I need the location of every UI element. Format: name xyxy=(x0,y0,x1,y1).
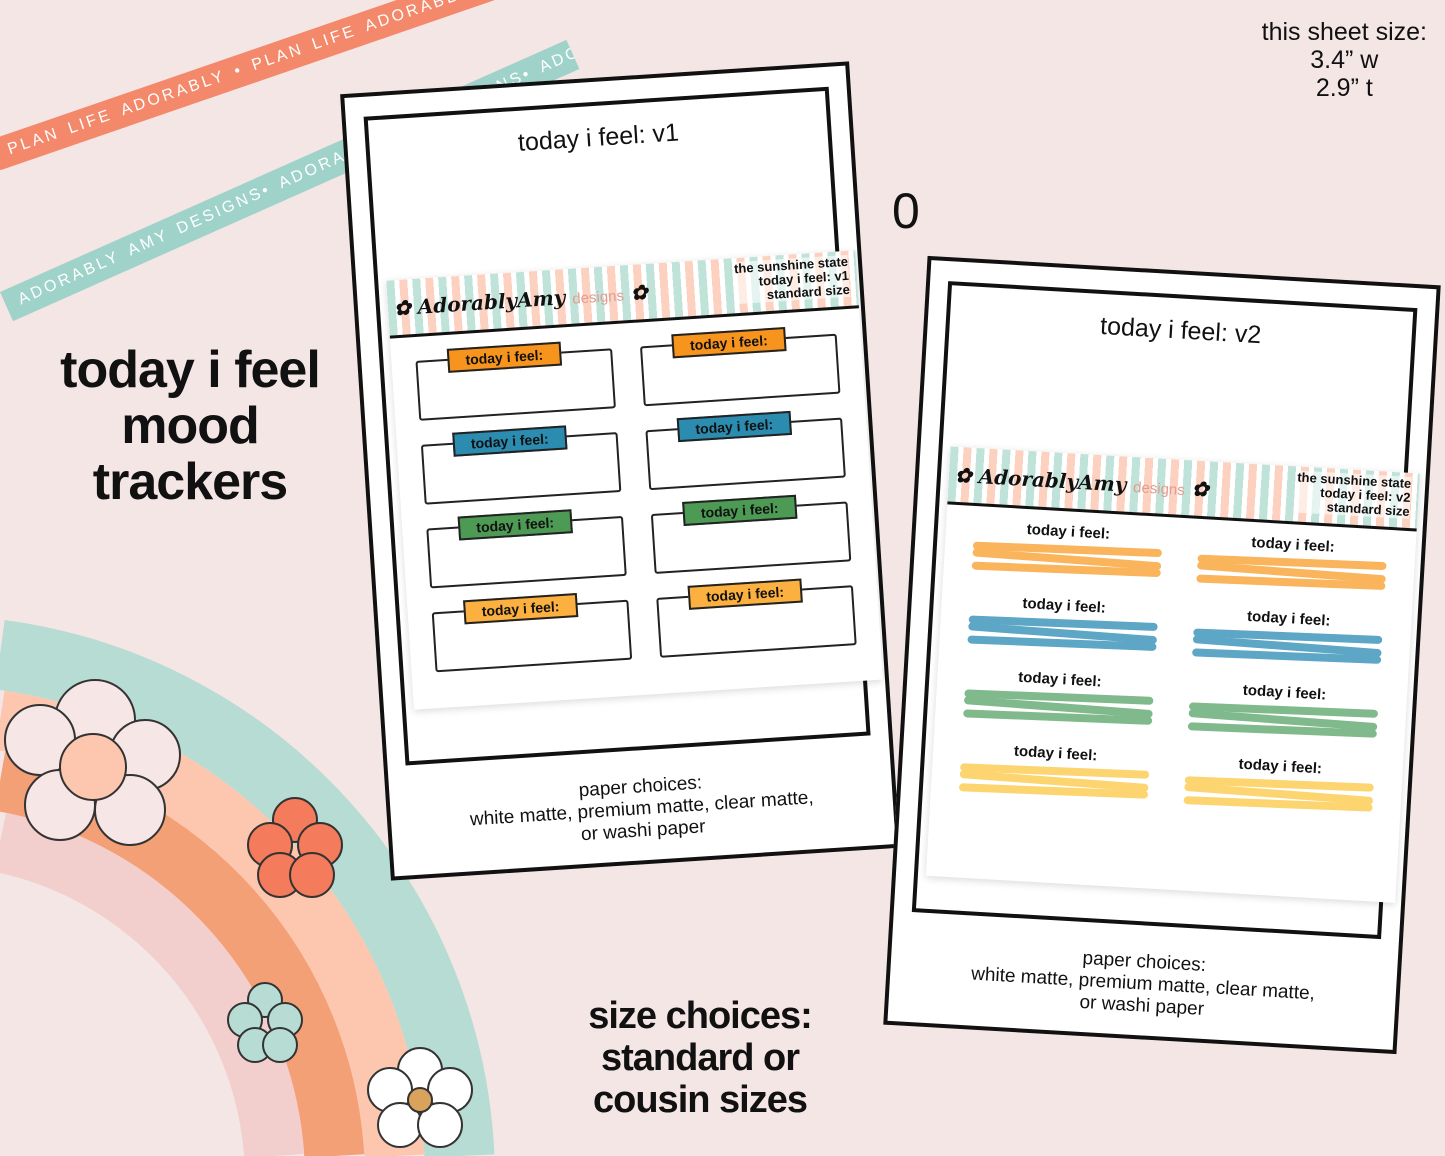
label-sticker-tag: today i feel: xyxy=(463,593,579,625)
label-sticker-box: today i feel: xyxy=(645,410,846,491)
label-sticker-tag: today i feel: xyxy=(676,410,792,443)
sheet-size-label: this sheet size: xyxy=(1261,18,1427,46)
smiley-flower-icon xyxy=(4,679,181,846)
ribbon-word: LIFE xyxy=(65,106,115,138)
size-choices-line: cousin sizes xyxy=(593,1079,808,1121)
brush-stroke-sticker: today i feel: xyxy=(1187,605,1387,678)
size-choices-line: standard or xyxy=(600,1037,800,1079)
sticker-sheet: ✿ AdorablyAmy designs ✿ the sunshine sta… xyxy=(386,250,884,710)
brush-stroke-sticker: today i feel: xyxy=(958,666,1158,739)
brush-stroke-sticker: today i feel: xyxy=(954,739,1154,812)
label-sticker-box: today i feel: xyxy=(650,494,852,574)
ribbon-word: ADORABLY xyxy=(15,247,123,309)
ribbon-word: • xyxy=(232,61,246,81)
brush-stroke-sticker: today i feel: xyxy=(967,518,1167,591)
brand-name: AdorablyAmy xyxy=(416,285,567,319)
label-sticker-tag: today i feel: xyxy=(457,509,573,541)
label-sticker-tag: today i feel: xyxy=(452,425,568,457)
ribbon-word: • xyxy=(474,0,493,4)
ribbon-word: PLAN xyxy=(249,40,307,75)
paper-choices: paper choices: white matte, premium matt… xyxy=(889,937,1398,1032)
brush-stroke-sticker: today i feel: xyxy=(1183,678,1383,751)
brush-stroke-sticker: today i feel: xyxy=(1192,531,1392,604)
headline-line: mood xyxy=(121,397,260,455)
sheet-size-info: this sheet size: 3.4” w 2.9” t xyxy=(1262,18,1427,102)
sticker-card-v2: today i feel: v2 ✿ AdorablyAmy designs ✿… xyxy=(883,255,1441,1055)
sheet-meta: the sunshine state today i feel: v2 stan… xyxy=(1295,470,1412,520)
orange-flower-icon xyxy=(247,797,343,898)
sticker-grid: today i feel: today i feel: today i feel: t… xyxy=(390,308,881,686)
paper-choices: paper choices: white matte, premium matt… xyxy=(389,760,894,858)
ribbon-word: ADORABLY xyxy=(536,39,580,77)
label-sticker-tag: today i feel: xyxy=(682,494,798,527)
sticker-card-v1: today i feel: v1 ✿ AdorablyAmy designs ✿… xyxy=(340,61,900,881)
label-sticker-box: today i feel: xyxy=(656,578,857,658)
size-choices-line: size choices: xyxy=(588,995,813,1037)
brand-suffix: designs xyxy=(571,287,625,308)
separator-text: 0 xyxy=(892,183,920,239)
sticker-sheet: ✿ AdorablyAmy designs ✿ the sunshine sta… xyxy=(925,446,1420,903)
headline-line: trackers xyxy=(92,453,288,511)
rainbow-band xyxy=(0,619,495,1156)
brand-name: AdorablyAmy xyxy=(978,464,1128,497)
label-sticker-box: today i feel: xyxy=(431,593,633,673)
label-sticker-box: today i feel: xyxy=(640,327,841,407)
sheet-meta: the sunshine state today i feel: v1 stan… xyxy=(734,254,851,305)
label-sticker-box: today i feel: xyxy=(420,425,622,505)
label-sticker-tag: today i feel: xyxy=(446,341,562,373)
ribbon-word: DESIGNS• xyxy=(174,180,275,238)
label-sticker-tag: today i feel: xyxy=(687,578,803,610)
headline: today i feel mood trackers xyxy=(30,342,350,510)
label-sticker-box: today i feel: xyxy=(426,509,627,589)
sheet-height: 2.9” t xyxy=(1315,74,1373,102)
label-sticker-tag: today i feel: xyxy=(671,327,787,359)
teal-flower-icon xyxy=(227,982,303,1063)
sheet-width: 3.4” w xyxy=(1310,46,1379,74)
rainbow-illustration xyxy=(0,619,495,1156)
ribbon-word: AMY xyxy=(125,226,173,260)
brand-logo: ✿ AdorablyAmy designs ✿ xyxy=(393,279,649,321)
sticker-grid: today i feel: today i feel: today i feel: t… xyxy=(930,504,1417,839)
brush-stroke-sticker: today i feel: xyxy=(963,592,1163,665)
size-choices: size choices: standard or cousin sizes xyxy=(560,995,840,1121)
brand-suffix: designs xyxy=(1132,479,1186,500)
ribbon-word: ADORABLY xyxy=(362,0,473,36)
ribbon-word: PLAN xyxy=(5,124,62,159)
brand-logo: ✿ AdorablyAmy designs ✿ xyxy=(954,462,1210,502)
brush-stroke-sticker: today i feel: xyxy=(1179,752,1379,825)
ribbon-word: ADORABLY xyxy=(118,67,229,120)
ribbon-word: LIFE xyxy=(309,22,359,54)
label-sticker-box: today i feel: xyxy=(415,341,616,421)
rainbow-band xyxy=(0,812,305,1156)
headline-line: today i feel xyxy=(60,341,321,399)
daisy-flower-icon xyxy=(367,1047,473,1148)
